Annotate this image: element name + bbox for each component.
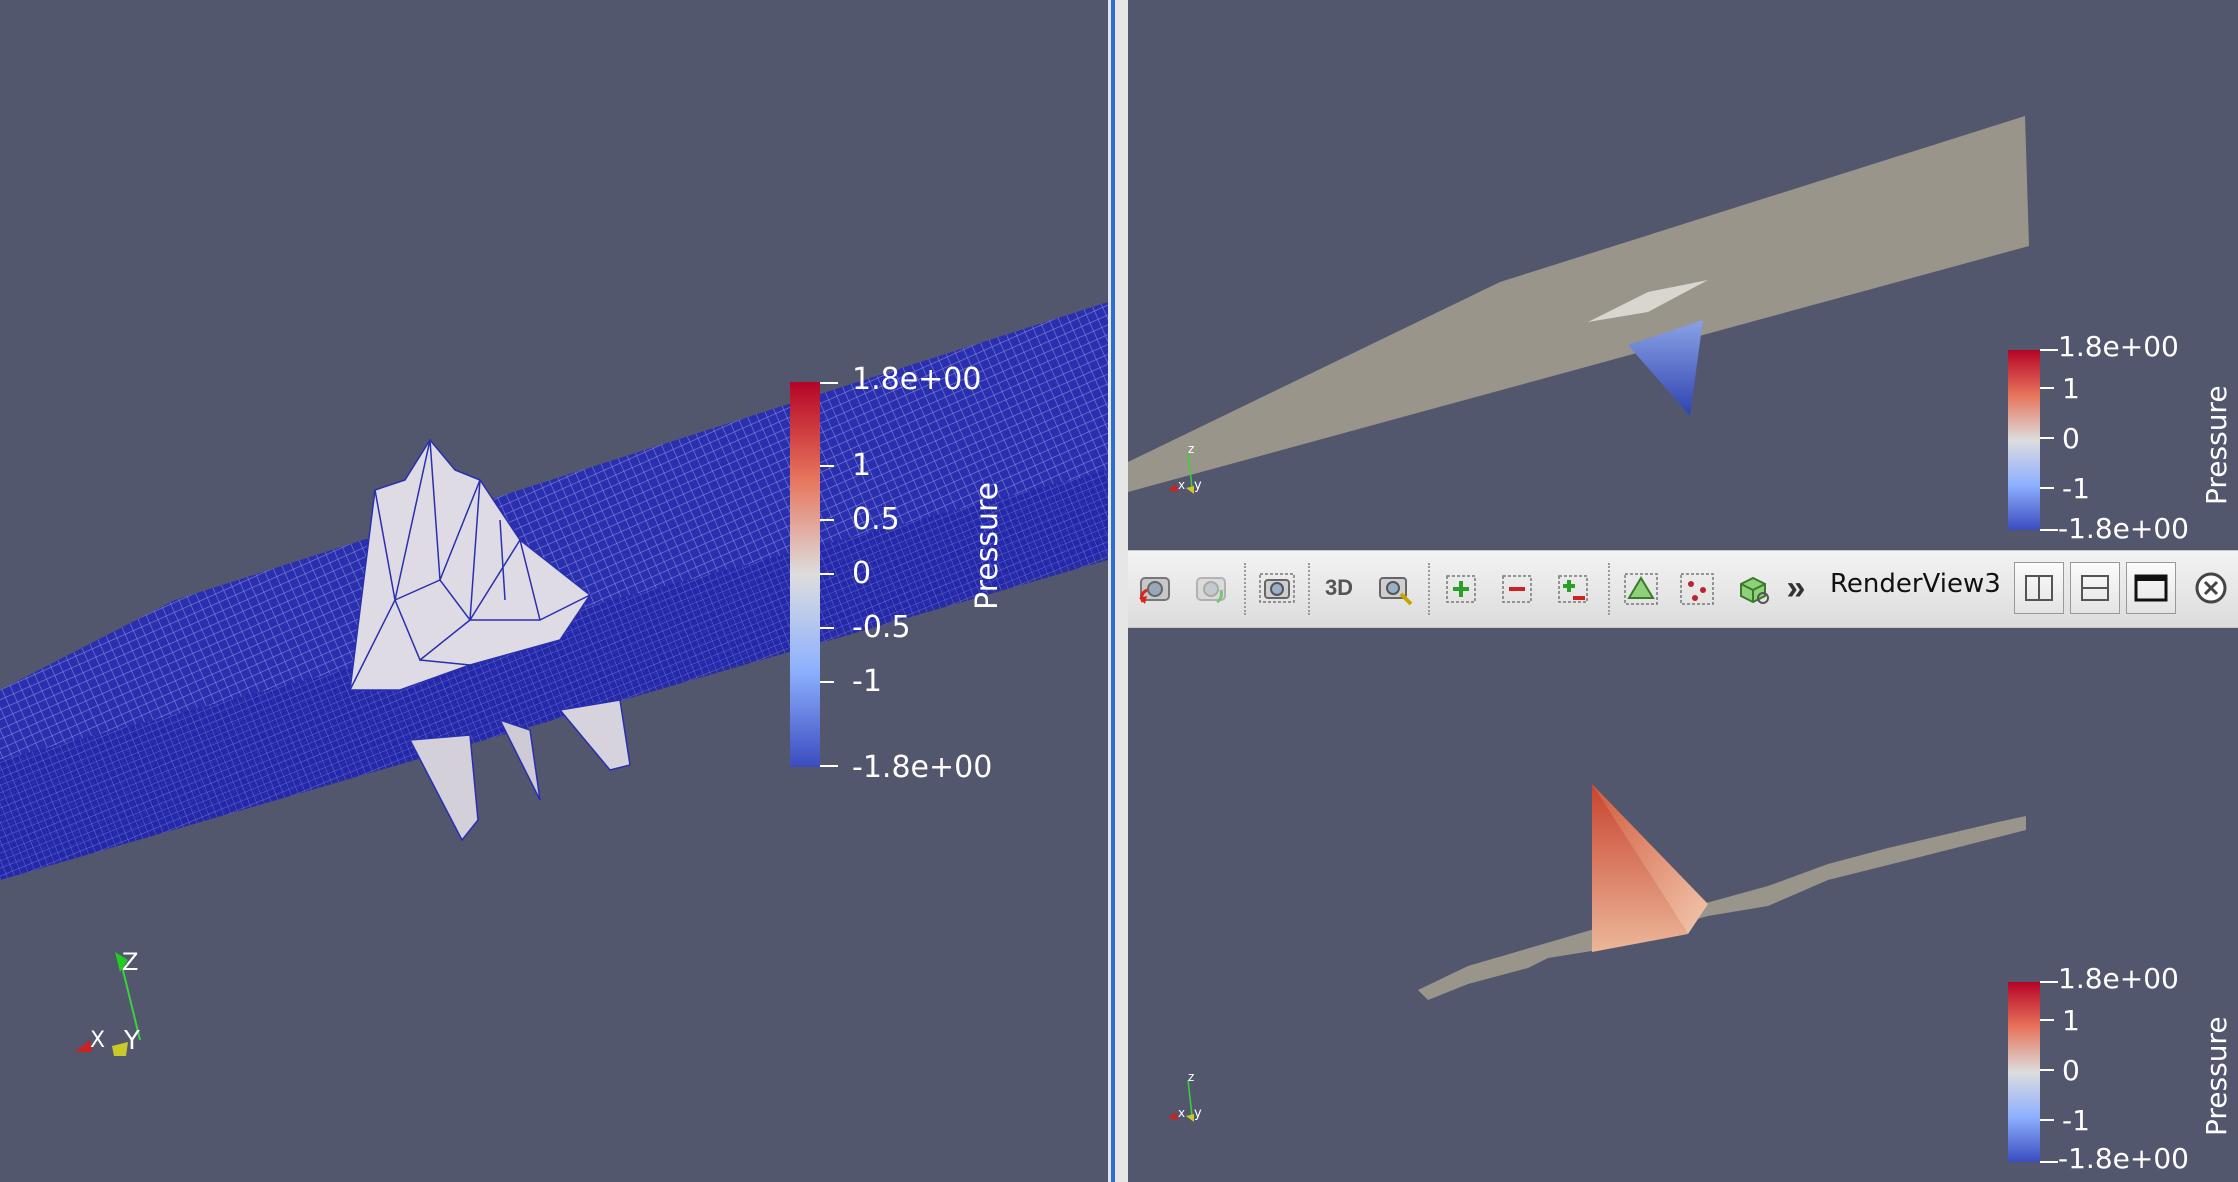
view-title: RenderView3 <box>1830 569 2001 599</box>
zoom-in-icon <box>1446 575 1476 603</box>
axis-label-z: Z <box>122 948 139 976</box>
view-splitter-vertical[interactable] <box>1108 0 1128 1182</box>
blue-spike <box>1628 320 1703 416</box>
white-spike <box>1588 280 1708 322</box>
toolbar-separator <box>1608 563 1610 615</box>
colorbar-tick-1: 1 <box>852 448 872 483</box>
axis-label-x: X <box>90 1028 106 1053</box>
colorbar-tick-1-br: 1 <box>2062 1004 2080 1037</box>
colorbar-tick-2-br: 0 <box>2062 1054 2080 1087</box>
colorbar-gradient-br <box>2008 982 2040 1162</box>
colorbar-title-br: Pressure <box>2200 1016 2233 1136</box>
colorbar-max-label-tr: 1.8e+00 <box>2058 330 2179 363</box>
surface-plane <box>1128 116 2029 492</box>
axis-label-z-tr: z <box>1188 442 1195 456</box>
toggle-3d-icon: 3D <box>1324 575 1354 600</box>
colorbar-min-label-tr: -1.8e+00 <box>2058 512 2189 545</box>
more-toolbar-button[interactable]: » <box>1776 563 1816 613</box>
select-cells-button[interactable] <box>1616 563 1666 613</box>
colorbar-min-label-br: -1.8e+00 <box>2058 1142 2189 1175</box>
colorbar-tick-3-tr: -1 <box>2062 472 2090 505</box>
zoom-to-data-icon <box>1379 577 1413 606</box>
active-view-indicator <box>1111 0 1115 1182</box>
zoom-closest-button[interactable] <box>1548 563 1598 613</box>
colorbar-title-tr: Pressure <box>2200 385 2233 505</box>
zoom-out-icon <box>1502 575 1532 603</box>
render-view-top-right[interactable]: 1.8e+00 1 0 -1 -1.8e+00 Pressure z x y <box>1128 0 2238 550</box>
select-points-icon <box>1680 573 1714 605</box>
axes-triad-tr <box>1168 451 1194 494</box>
red-spike-right <box>1592 784 1708 934</box>
render-tr-canvas[interactable] <box>1128 0 2238 550</box>
mesh-spike-down <box>408 734 479 842</box>
zoom-to-data-button[interactable] <box>1370 563 1420 613</box>
surface-strip <box>1418 816 2026 1000</box>
reset-camera-button[interactable] <box>1130 563 1180 613</box>
axis-label-x-br: x <box>1178 1106 1186 1120</box>
capture-screenshot-icon <box>1259 573 1295 603</box>
render-left-canvas[interactable] <box>0 0 1108 1182</box>
render-view-bottom-right[interactable]: 1.8e+00 1 0 -1 -1.8e+00 Pressure z x y <box>1128 628 2238 1182</box>
mesh-spike-edges <box>349 439 591 691</box>
close-icon <box>2195 572 2227 604</box>
mesh-plane-lower <box>0 470 1108 880</box>
red-spike-left <box>1592 784 1688 952</box>
maximize-button[interactable] <box>2126 562 2176 614</box>
render-view-left[interactable]: 1.8e+00 1 0.5 0 -0.5 -1 -1.8e+00 Pressur… <box>0 0 1108 1182</box>
more-icon: » <box>1786 568 1806 607</box>
colorbar-max-label-br: 1.8e+00 <box>2058 962 2179 995</box>
toggle-3d-button[interactable]: 3D <box>1314 563 1364 613</box>
colorbar-tick-5: -1 <box>852 664 882 699</box>
zoom-out-button[interactable] <box>1492 563 1542 613</box>
select-block-icon <box>1740 576 1769 604</box>
colorbar-min-label: -1.8e+00 <box>852 750 993 785</box>
axes-triad-left <box>75 952 141 1056</box>
colorbar-tick-2: 0.5 <box>852 502 900 537</box>
axes-triad-br <box>1168 1079 1194 1122</box>
axis-label-x-tr: x <box>1178 478 1186 492</box>
reset-camera-closest-button[interactable] <box>1186 563 1236 613</box>
colorbar-title: Pressure <box>970 481 1005 610</box>
split-vertical-button[interactable] <box>2070 562 2120 614</box>
select-cells-icon <box>1624 573 1658 605</box>
colorbar-max-label: 1.8e+00 <box>852 362 982 397</box>
render-view-toolbar: 3D » RenderView3 <box>1128 550 2238 628</box>
maximize-icon <box>2134 574 2168 602</box>
capture-screenshot-button[interactable] <box>1252 563 1302 613</box>
select-points-button[interactable] <box>1672 563 1722 613</box>
reset-camera-closest-icon <box>1196 577 1226 604</box>
toolbar-separator <box>1428 563 1430 615</box>
axis-label-y-tr: y <box>1194 478 1202 493</box>
toolbar-separator <box>1308 563 1310 615</box>
split-horizontal-icon <box>2025 575 2053 601</box>
colorbar-gradient <box>790 382 820 767</box>
colorbar-gradient-tr <box>2008 350 2040 530</box>
colorbar-tick-3-br: -1 <box>2062 1104 2090 1137</box>
zoom-closest-icon <box>1558 575 1588 603</box>
axis-label-y: Y <box>124 1026 140 1056</box>
axis-label-y-br: y <box>1194 1106 1202 1121</box>
split-horizontal-button[interactable] <box>2014 562 2064 614</box>
mesh-spike-down-2 <box>498 718 541 801</box>
colorbar-tick-4: -0.5 <box>852 610 911 645</box>
mesh-spike-main <box>349 438 592 691</box>
colorbar-tick-3: 0 <box>852 556 872 591</box>
close-view-button[interactable] <box>2186 563 2236 613</box>
colorbar-tick-1-tr: 1 <box>2062 372 2080 405</box>
toolbar-separator <box>1244 563 1246 615</box>
render-br-canvas[interactable] <box>1128 628 2238 1182</box>
mesh-spike-down-3 <box>558 699 631 771</box>
split-vertical-icon <box>2081 575 2109 601</box>
select-block-button[interactable] <box>1728 563 1778 613</box>
colorbar-tick-2-tr: 0 <box>2062 422 2080 455</box>
axis-label-z-br: z <box>1188 1070 1195 1084</box>
reset-camera-icon <box>1139 577 1170 604</box>
zoom-in-button[interactable] <box>1436 563 1486 613</box>
